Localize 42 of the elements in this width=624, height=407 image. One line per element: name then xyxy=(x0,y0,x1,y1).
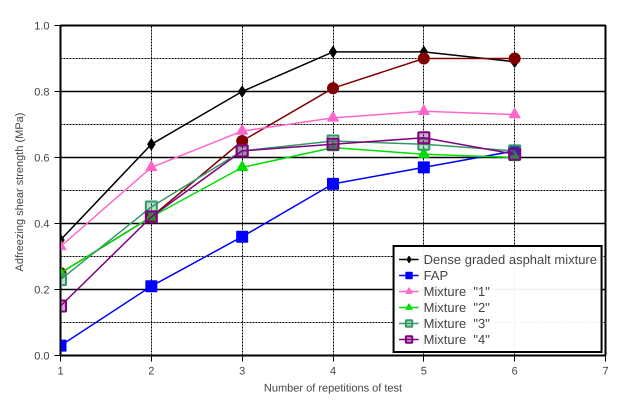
point xyxy=(418,104,430,115)
point xyxy=(417,131,430,144)
x-tick-label: 6 xyxy=(512,366,518,378)
point xyxy=(145,280,158,292)
point xyxy=(236,124,248,135)
legend-label: Mixture "1" xyxy=(424,283,490,299)
x-tick-label: 5 xyxy=(420,366,427,378)
y-tick-label: 1.0 xyxy=(34,20,50,32)
point xyxy=(326,138,340,151)
legend-label: FAP xyxy=(424,267,448,283)
y-tick-label: 0.2 xyxy=(34,284,50,296)
point xyxy=(327,82,339,94)
x-axis-title: Number of repetitions of test xyxy=(264,382,402,394)
point xyxy=(236,230,248,243)
x-tick-label: 3 xyxy=(239,366,246,378)
point xyxy=(236,135,248,147)
y-tick-label: 0.6 xyxy=(34,152,50,164)
point xyxy=(508,52,521,64)
x-tick-label: 7 xyxy=(602,366,609,378)
legend-label: Dense graded asphalt mixture xyxy=(424,251,597,267)
x-tick-label: 4 xyxy=(330,366,336,378)
point xyxy=(145,160,158,172)
point xyxy=(508,148,522,161)
legend-label: Mixture "4" xyxy=(424,331,490,347)
x-tick-label: 2 xyxy=(148,366,154,378)
point xyxy=(238,86,246,98)
point xyxy=(328,46,338,58)
point xyxy=(418,52,430,64)
y-tick-label: 0.0 xyxy=(34,350,50,362)
x-tick-label: 1 xyxy=(57,366,64,378)
point xyxy=(327,178,339,190)
y-tick-label: 0.4 xyxy=(34,218,50,230)
point xyxy=(418,147,430,158)
point xyxy=(327,111,339,122)
y-axis-title: Adfreezing shear strength (MPa) xyxy=(14,112,26,272)
y-tick-label: 0.8 xyxy=(34,86,50,98)
point xyxy=(508,150,521,162)
point xyxy=(236,160,248,172)
legend-label: Mixture "3" xyxy=(424,315,490,331)
point xyxy=(418,161,430,174)
point xyxy=(508,108,521,118)
legend-label: Mixture "2" xyxy=(424,299,490,315)
